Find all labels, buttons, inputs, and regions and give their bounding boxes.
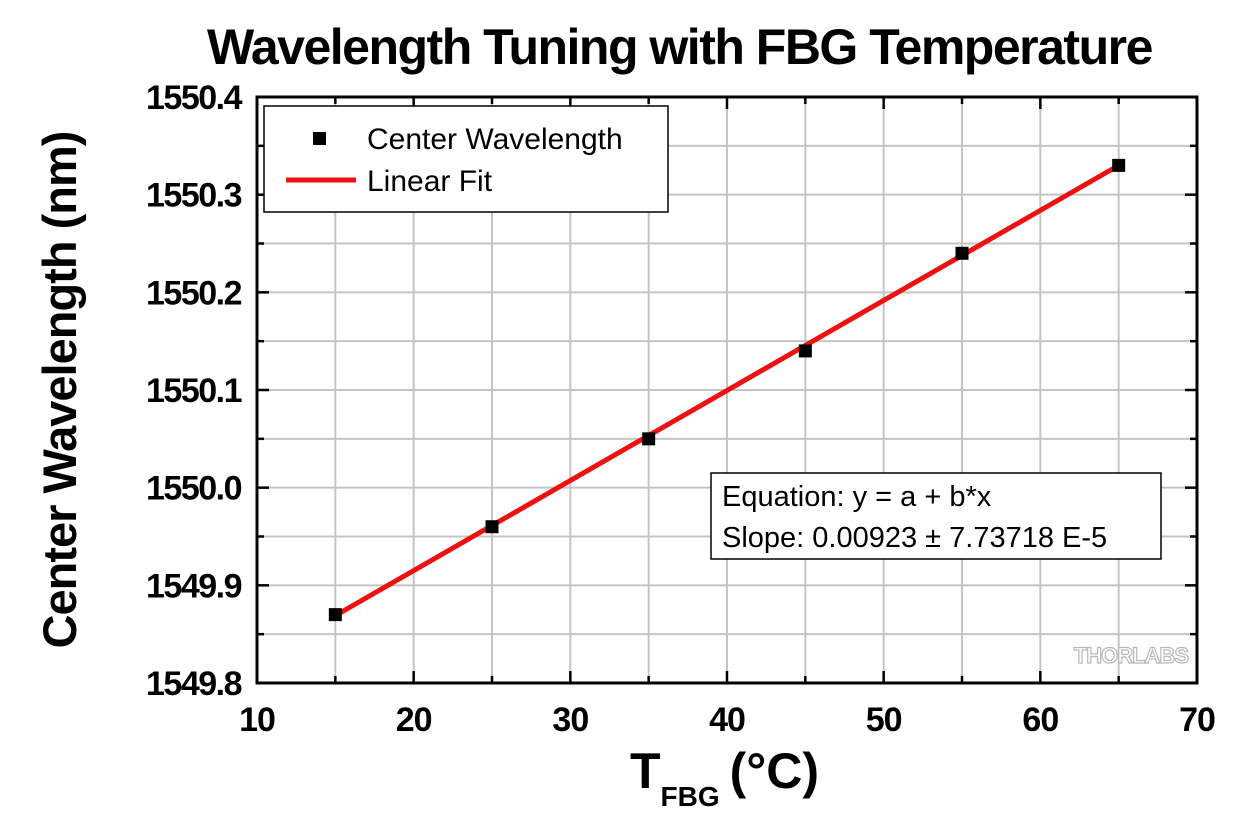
data-point — [955, 246, 969, 260]
thorlabs-watermark: THORLABS — [1074, 643, 1189, 668]
y-tick-labels: 1549.8 1549.9 1550.0 1550.1 1550.2 1550.3 1550… — [146, 79, 244, 703]
x-tick-label: 20 — [396, 701, 432, 739]
legend-box — [263, 105, 669, 213]
x-tick-label: 10 — [239, 701, 275, 739]
x-axis-label-main: T — [630, 743, 661, 799]
y-tick-label: 1550.4 — [146, 79, 243, 117]
fit-line-layer — [332, 162, 1122, 619]
x-axis-label-unit: (°C) — [730, 743, 819, 799]
equation-annotation: Equation: y = a + b*x Slope: 0.00923 ± 7… — [710, 472, 1162, 560]
legend-label-center-wavelength: Center Wavelength — [367, 123, 623, 156]
slope-text: Slope: 0.00923 ± 7.73718 E-5 — [722, 522, 1107, 554]
equation-text: Equation: y = a + b*x — [722, 481, 992, 513]
legend: Center Wavelength Linear Fit — [263, 105, 669, 213]
legend-marker-center-wavelength — [313, 132, 326, 145]
data-points-layer — [328, 158, 1126, 622]
chart-title: Wavelength Tuning with FBG Temperature — [207, 19, 1153, 75]
x-tick-label: 50 — [866, 701, 902, 739]
x-tick-label: 40 — [709, 701, 745, 739]
y-tick-label: 1550.2 — [146, 274, 242, 312]
linear-fit-line — [332, 162, 1122, 619]
legend-label-linear-fit: Linear Fit — [367, 165, 493, 198]
y-tick-label: 1550.0 — [146, 470, 242, 508]
x-axis-label-subscript: FBG — [661, 781, 720, 812]
y-tick-label: 1550.1 — [146, 372, 242, 410]
data-point — [642, 432, 656, 446]
x-axis-label: TFBG (°C) — [630, 743, 819, 812]
data-point — [328, 608, 342, 622]
data-point — [798, 344, 812, 358]
data-point — [1112, 158, 1126, 172]
x-tick-labels: 10 20 30 40 50 60 70 — [239, 701, 1216, 739]
y-tick-label: 1549.8 — [146, 665, 242, 703]
y-tick-label: 1549.9 — [146, 567, 242, 605]
x-tick-label: 70 — [1179, 701, 1215, 739]
data-point — [485, 520, 499, 534]
x-tick-label: 60 — [1022, 701, 1058, 739]
equation-box — [710, 472, 1162, 560]
y-tick-label: 1550.3 — [146, 177, 242, 215]
x-tick-label: 30 — [552, 701, 588, 739]
y-axis-label: Center Wavelength (nm) — [33, 132, 86, 649]
